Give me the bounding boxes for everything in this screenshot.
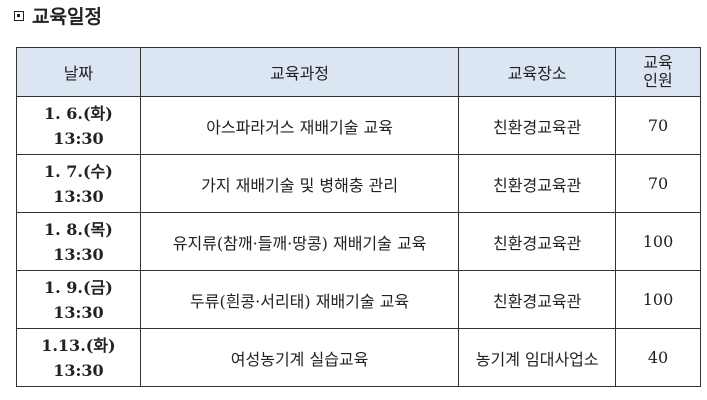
- cell-count: 100: [615, 270, 701, 329]
- cell-date: 1. 9.(금) 13:30: [16, 270, 141, 329]
- header-course: 교육과정: [139, 47, 460, 97]
- cell-place: 친환경교육관: [458, 154, 617, 213]
- header-count: 교육 인원: [615, 47, 701, 97]
- cell-course: 유지류(참깨·들깨·땅콩) 재배기술 교육: [139, 212, 460, 271]
- cell-course: 아스파라거스 재배기술 교육: [139, 96, 460, 155]
- cell-course: 가지 재배기술 및 병해충 관리: [139, 154, 460, 213]
- cell-count: 100: [615, 212, 701, 271]
- table-row: 1. 8.(목) 13:30 유지류(참깨·들깨·땅콩) 재배기술 교육 친환경교육관…: [16, 212, 701, 271]
- cell-course: 두류(흰콩·서리태) 재배기술 교육: [139, 270, 460, 329]
- section-title: 교육일정: [14, 2, 102, 29]
- cell-date: 1. 8.(목) 13:30: [16, 212, 141, 271]
- cell-course: 여성농기계 실습교육: [139, 328, 460, 387]
- schedule-table: 날짜 교육과정 교육장소 교육 인원 1. 6.(화) 13:30 아스파라거스 재배…: [16, 47, 701, 387]
- table-row: 1. 6.(화) 13:30 아스파라거스 재배기술 교육 친환경교육관 70: [16, 96, 701, 155]
- cell-date: 1. 6.(화) 13:30: [16, 96, 141, 155]
- time-text: 13:30: [53, 186, 104, 206]
- cell-date: 1.13.(화) 13:30: [16, 328, 141, 387]
- time-text: 13:30: [53, 302, 104, 322]
- cell-date: 1. 7.(수) 13:30: [16, 154, 141, 213]
- date-text: 1. 9.(금): [44, 277, 113, 297]
- cell-place: 친환경교육관: [458, 212, 617, 271]
- table-row: 1. 7.(수) 13:30 가지 재배기술 및 병해충 관리 친환경교육관 70: [16, 154, 701, 213]
- time-text: 13:30: [53, 244, 104, 264]
- cell-place: 친환경교육관: [458, 270, 617, 329]
- cell-count: 70: [615, 96, 701, 155]
- cell-count: 40: [615, 328, 701, 387]
- cell-place: 농기계 임대사업소: [458, 328, 617, 387]
- header-count-line1: 교육: [643, 53, 673, 72]
- header-place: 교육장소: [458, 47, 617, 97]
- time-text: 13:30: [53, 128, 104, 148]
- table-header-row: 날짜 교육과정 교육장소 교육 인원: [16, 47, 701, 97]
- header-count-line2: 인원: [643, 71, 673, 90]
- square-bullet-icon: [14, 10, 24, 21]
- time-text: 13:30: [53, 360, 104, 380]
- header-date: 날짜: [16, 47, 141, 97]
- date-text: 1. 6.(화): [44, 103, 113, 123]
- cell-place: 친환경교육관: [458, 96, 617, 155]
- table-row: 1. 9.(금) 13:30 두류(흰콩·서리태) 재배기술 교육 친환경교육관 100: [16, 270, 701, 329]
- date-text: 1. 7.(수): [44, 161, 113, 181]
- date-text: 1. 8.(목): [44, 219, 113, 239]
- section-title-text: 교육일정: [32, 6, 102, 28]
- cell-count: 70: [615, 154, 701, 213]
- date-text: 1.13.(화): [41, 335, 116, 355]
- table-row: 1.13.(화) 13:30 여성농기계 실습교육 농기계 임대사업소 40: [16, 328, 701, 387]
